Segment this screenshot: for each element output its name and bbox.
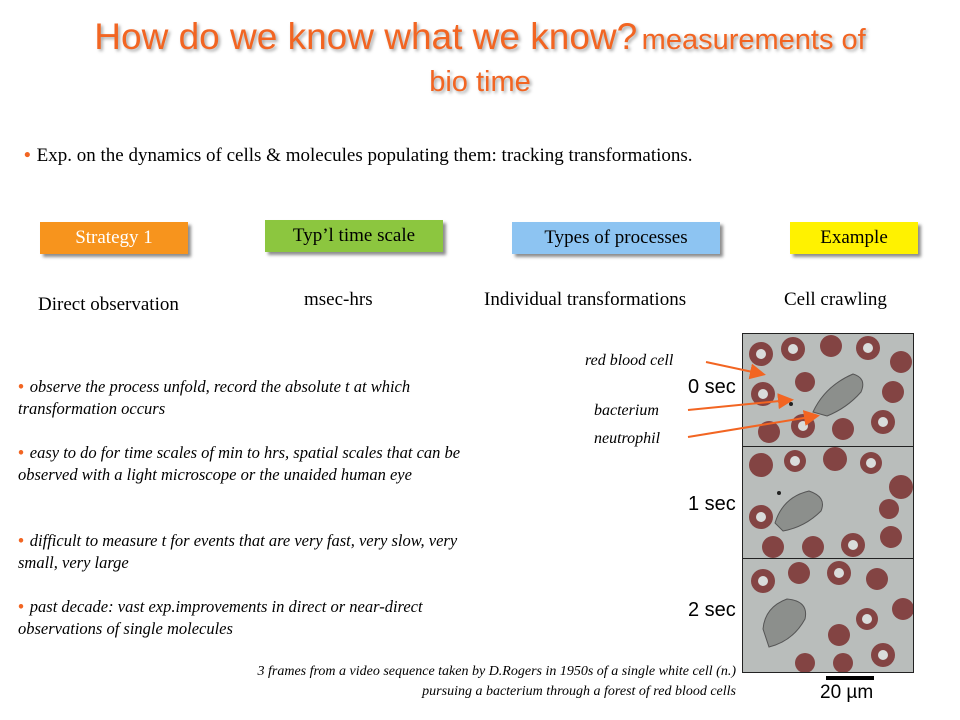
title-main: How do we know what we know? (94, 16, 638, 57)
slide-title: How do we know what we know? measurement… (0, 14, 960, 101)
sub-bullet: • easy to do for time scales of min to hr… (18, 442, 463, 486)
time-label: 1 sec (688, 493, 736, 515)
header-processes: Types of processes (512, 222, 720, 254)
bullet-dot-icon: • (18, 377, 24, 396)
header-example: Example (790, 222, 918, 254)
intro-bullet: • Exp. on the dynamics of cells & molecul… (24, 145, 693, 167)
neutrophil-label: neutrophil (594, 430, 661, 447)
sub-bullet: • past decade: vast exp.improvements in d… (18, 596, 463, 640)
header-timescale: Typ’l time scale (265, 220, 443, 252)
bullet-dot-icon: • (24, 145, 31, 166)
title-secondary: measurements of (641, 24, 866, 56)
microscope-frame-2 (742, 558, 914, 673)
example-value: Cell crawling (784, 289, 887, 310)
bacterium-arrow (687, 393, 794, 411)
strategy-value: Direct observation (38, 294, 179, 315)
bacterium-label: bacterium (594, 402, 659, 419)
caption-line-2: pursuing a bacterium through a forest of… (422, 684, 736, 699)
time-label: 0 sec (688, 376, 736, 398)
caption-line-1: 3 frames from a video sequence taken by … (257, 664, 737, 679)
processes-value: Individual transformations (484, 289, 687, 310)
sub-bullet-text: past decade: vast exp.improvements in di… (18, 597, 423, 638)
header-strategy: Strategy 1 (40, 222, 188, 254)
neutrophil-arrow (687, 410, 820, 438)
sub-bullet: • difficult to measure t for events that … (18, 530, 463, 574)
sub-bullet-text: difficult to measure t for events that a… (18, 531, 458, 572)
rbc-label: red blood cell (585, 352, 674, 369)
sub-bullet-text: observe the process unfold, record the a… (18, 377, 411, 418)
sub-bullet-text: easy to do for time scales of min to hrs… (18, 443, 461, 484)
figure-caption: 3 frames from a video sequence taken by … (60, 662, 737, 702)
timescale-value: msec-hrs (304, 289, 373, 310)
microscope-frame-0 (742, 333, 914, 448)
intro-text: Exp. on the dynamics of cells & molecule… (36, 145, 693, 166)
bullet-dot-icon: • (18, 443, 24, 462)
scale-label: 20 µm (820, 682, 874, 703)
rbc-arrow (705, 361, 766, 380)
time-label: 2 sec (688, 599, 736, 621)
sub-bullet: • observe the process unfold, record the … (18, 376, 463, 420)
bullet-dot-icon: • (18, 597, 24, 616)
microscope-frame-1 (742, 446, 914, 560)
scale-bar (826, 676, 874, 680)
bullet-dot-icon: • (18, 531, 24, 550)
title-line2: bio time (429, 66, 531, 99)
